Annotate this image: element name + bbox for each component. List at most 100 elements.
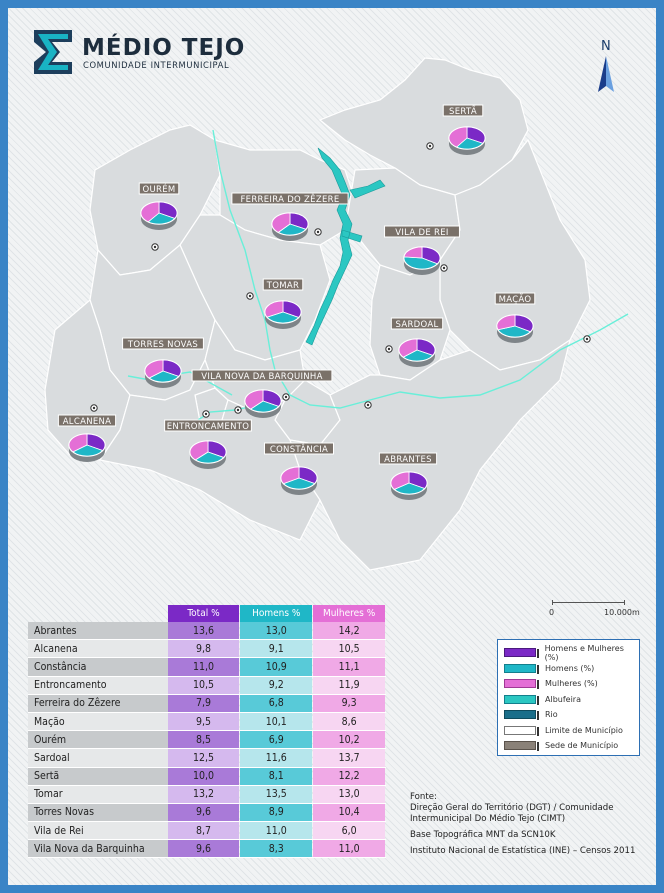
map-label-text: VILA DE REI — [395, 228, 448, 238]
row-municipality: Ferreira do Zêzere — [28, 694, 168, 712]
source-mnt: Base Topográfica MNT da SCN10K — [410, 830, 556, 840]
pie-chart-sertã — [448, 126, 486, 155]
pie-chart-vila-nova-da-barquinha — [244, 389, 282, 418]
legend-label: Rio — [545, 710, 558, 720]
pie-slice — [403, 256, 439, 270]
legend-swatch-icon — [504, 741, 539, 752]
pie-chart-entroncamento — [189, 440, 227, 469]
cell-mulheres: 13,7 — [313, 749, 385, 767]
cell-mulheres: 6,0 — [313, 822, 385, 840]
map-label-text: ENTRONCAMENTO — [167, 422, 249, 432]
cell-homens: 13,5 — [240, 785, 313, 803]
legend-swatch-icon — [504, 725, 539, 736]
map-label-text: CONSTÂNCIA — [270, 443, 328, 455]
cell-mulheres: 11,9 — [313, 676, 385, 694]
cell-total: 10,5 — [167, 676, 240, 694]
pie-chart-ferreira-do-zêzere — [271, 212, 309, 241]
legend-label: Sede de Município — [545, 741, 619, 751]
source-heading: Fonte: — [410, 792, 437, 802]
pie-chart-constância — [280, 466, 318, 495]
row-municipality: Tomar — [28, 785, 168, 803]
map-label-text: FERREIRA DO ZÊZERE — [240, 193, 339, 205]
legend-item: Homens e Mulheres (%) — [504, 644, 639, 662]
cell-total: 12,5 — [167, 749, 240, 767]
pie-slice — [271, 212, 291, 233]
source-ine: Instituto Nacional de Estatística (INE) … — [410, 846, 636, 856]
legend-swatch-icon — [504, 694, 539, 705]
legend-item: Limite de Município — [504, 723, 639, 739]
municipality-serta — [318, 57, 529, 196]
legend-item: Rio — [504, 707, 639, 723]
table-row: Ourém 8,5 6,9 10,2 — [28, 731, 386, 750]
cell-mulheres: 13,0 — [313, 785, 385, 803]
table-row: Abrantes 13,6 13,0 14,2 — [28, 622, 386, 641]
legend-item: Albufeira — [504, 692, 639, 708]
header-mulheres: Mulheres % — [313, 605, 385, 622]
row-municipality: Abrantes — [28, 622, 168, 640]
cell-total: 9,8 — [167, 640, 240, 658]
map-label: ENTRONCAMENTO — [164, 419, 252, 432]
legend-label: Mulheres (%) — [545, 679, 598, 689]
row-municipality: Entroncamento — [28, 676, 168, 694]
map-label-text: ABRANTES — [384, 455, 432, 465]
cell-homens: 11,6 — [240, 749, 313, 767]
legend-swatch-icon — [504, 710, 539, 721]
cell-mulheres: 10,5 — [313, 640, 385, 658]
pie-slice — [264, 300, 284, 318]
cell-homens: 8,1 — [240, 767, 313, 785]
row-municipality: Vila Nova da Barquinha — [28, 840, 168, 858]
pie-slice — [403, 246, 423, 259]
pie-chart-tomar — [264, 300, 302, 329]
map-label: CONSTÂNCIA — [264, 442, 334, 455]
map-label-text: TORRES NOVAS — [127, 340, 198, 350]
table-row: Constância 11,0 10,9 11,1 — [28, 658, 386, 677]
map-label-text: VILA NOVA DA BARQUINHA — [201, 372, 323, 382]
source-dgt: Direção Geral do Território (DGT) / Comu… — [410, 803, 614, 824]
map-label: MAÇÃO — [494, 292, 536, 305]
pie-slice — [144, 359, 164, 379]
logo-title: MÉDIO TEJO — [82, 33, 245, 61]
pie-slice — [277, 223, 307, 236]
pie-chart-ourém — [140, 201, 178, 230]
cell-mulheres: 12,2 — [313, 767, 385, 785]
table-row: Torres Novas 9,6 8,9 10,4 — [28, 803, 386, 823]
map-label-text: OURÉM — [142, 183, 175, 195]
pie-slice — [68, 433, 88, 453]
legend-label: Homens (%) — [545, 663, 595, 673]
pie-chart-vila-de-rei — [403, 246, 441, 275]
pie-chart-sardoal — [398, 338, 436, 367]
legend-label: Limite de Município — [545, 725, 623, 735]
table-row: Mação 9,5 10,1 8,6 — [28, 712, 386, 732]
map-label: TORRES NOVAS — [122, 337, 204, 350]
cell-homens: 9,1 — [240, 640, 313, 658]
map-label-text: ALCANENA — [63, 417, 112, 427]
header-homens: Homens % — [240, 605, 313, 622]
cell-total: 9,6 — [167, 803, 240, 822]
legend-label: Albufeira — [545, 694, 581, 704]
table-row: Vila Nova da Barquinha 9,6 8,3 11,0 — [28, 840, 386, 859]
cell-homens: 11,0 — [240, 822, 313, 840]
row-municipality: Vila de Rei — [28, 822, 168, 840]
cell-homens: 8,9 — [240, 803, 313, 822]
cell-total: 11,0 — [167, 658, 240, 676]
pie-slice — [497, 325, 532, 338]
reservoir-zezere — [305, 147, 386, 346]
cell-homens: 10,1 — [240, 712, 313, 731]
pie-slice — [448, 126, 468, 148]
sources: Fonte: Direção Geral do Território (DGT)… — [410, 792, 650, 862]
map-label: VILA NOVA DA BARQUINHA — [191, 369, 333, 382]
map-label: FERREIRA DO ZÊZERE — [231, 192, 349, 205]
pie-slice — [140, 201, 160, 223]
row-municipality: Sertã — [28, 767, 168, 785]
map-label: SERTÃ — [442, 104, 484, 117]
legend-item: Sede de Município — [504, 738, 639, 754]
cell-homens: 10,9 — [240, 658, 313, 676]
pie-slice — [402, 349, 434, 362]
cell-total: 13,6 — [167, 622, 240, 640]
pie-chart-abrantes — [390, 471, 428, 500]
cell-mulheres: 9,3 — [313, 694, 385, 712]
north-arrow-icon — [598, 56, 614, 92]
cell-total: 9,6 — [167, 840, 240, 858]
cell-total: 8,5 — [167, 731, 240, 749]
cell-homens: 13,0 — [240, 622, 313, 640]
